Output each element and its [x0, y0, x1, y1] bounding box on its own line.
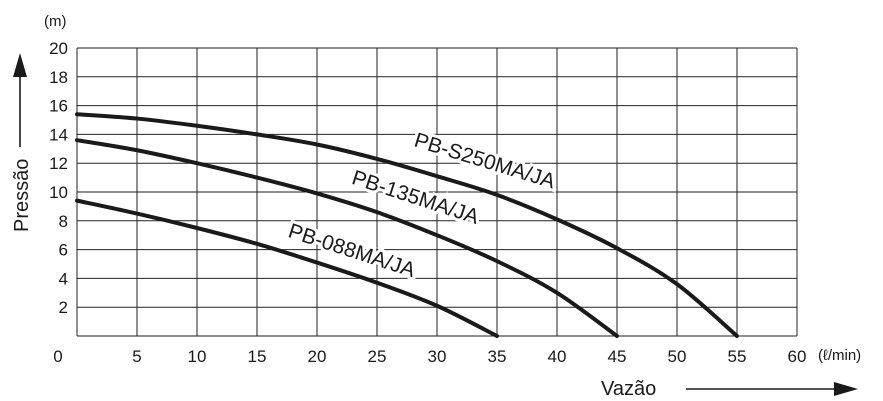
x-tick-label: 50: [668, 347, 687, 366]
x-tick-label: 40: [548, 347, 567, 366]
y-axis-unit: (m): [44, 13, 67, 30]
x-tick-label: 20: [308, 347, 327, 366]
series-label: PB-S250MA/JA: [412, 129, 558, 194]
x-tick-label: 15: [248, 347, 267, 366]
x-tick-label: 5: [132, 347, 141, 366]
x-axis-unit: (ℓ/min): [818, 347, 861, 364]
x-tick-label: 0: [53, 347, 62, 366]
y-tick-label: 16: [49, 97, 68, 116]
series-label: PB-135MA/JA: [349, 166, 482, 229]
x-tick-label: 30: [428, 347, 447, 366]
tick-labels: 0 5 10 15 20 25 30 35 40 45 50 55 60 2 4 6 8 10 12 14 16 18 20: [49, 39, 806, 366]
x-axis-arrow: [686, 382, 858, 396]
x-axis-title: Vazão: [601, 378, 656, 400]
x-tick-label: 35: [488, 347, 507, 366]
x-tick-label: 10: [188, 347, 207, 366]
y-tick-label: 20: [49, 39, 68, 58]
y-tick-label: 6: [59, 241, 68, 260]
y-tick-label: 10: [49, 183, 68, 202]
y-tick-label: 12: [49, 154, 68, 173]
x-tick-label: 55: [728, 347, 747, 366]
y-tick-label: 4: [59, 269, 68, 288]
y-tick-label: 2: [59, 298, 68, 317]
y-axis-arrow: [13, 53, 27, 147]
y-axis-title: Pressão: [11, 159, 33, 232]
series-curve: [75, 198, 499, 338]
x-tick-label: 60: [788, 347, 807, 366]
y-tick-label: 14: [49, 125, 68, 144]
x-tick-label: 45: [608, 347, 627, 366]
y-tick-label: 8: [59, 212, 68, 231]
grid: [76, 47, 798, 337]
series-curve: [75, 112, 739, 338]
x-tick-label: 25: [368, 347, 387, 366]
series-curve: [75, 138, 619, 338]
y-tick-label: 18: [49, 68, 68, 87]
